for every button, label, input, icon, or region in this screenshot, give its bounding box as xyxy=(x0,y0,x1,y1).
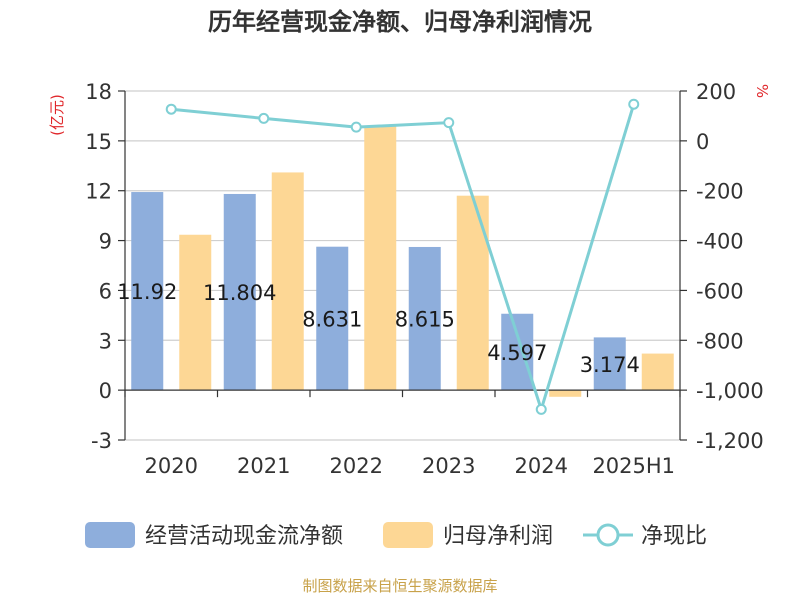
ratio-point xyxy=(443,117,455,129)
y-tick-label: -3 xyxy=(91,429,112,453)
bar-cashflow xyxy=(501,313,534,391)
y-tick-label: 12 xyxy=(85,180,112,204)
y-tick-label: 3 xyxy=(99,329,112,353)
data-label: 3.174 xyxy=(580,353,640,377)
y-tick-label: 9 xyxy=(99,230,112,254)
bar-cashflow xyxy=(593,337,626,391)
y2-tick-label: -400 xyxy=(696,230,744,254)
y2-tick-label: -200 xyxy=(696,180,744,204)
data-label: 8.631 xyxy=(302,307,362,331)
ratio-point xyxy=(628,98,640,110)
ratio-point xyxy=(258,112,270,124)
ratio-point xyxy=(165,103,177,115)
bar-cashflow xyxy=(223,193,256,391)
y-tick-label: 0 xyxy=(99,379,112,403)
ratio-point xyxy=(535,403,547,415)
legend-swatch-profit xyxy=(383,522,433,548)
legend-label-ratio: 净现比 xyxy=(641,524,707,549)
axes: 18 200 15 0 12 -200 9 -400 6 -600 3 -800 0 -1,000 -3 -1… xyxy=(85,80,763,478)
x-tick-label: 2022 xyxy=(330,454,383,478)
source-note: 制图数据来自恒生聚源数据库 xyxy=(302,577,497,595)
legend-marker-ratio xyxy=(596,523,620,547)
data-labels: 11.92 11.804 8.631 8.615 4.597 3.174 xyxy=(117,280,640,377)
x-tick-label: 2025H1 xyxy=(592,454,675,478)
x-tick-label: 2024 xyxy=(515,454,568,478)
chart-title: 历年经营现金净额、归母净利润情况 xyxy=(208,8,592,36)
legend-item-profit[interactable]: 归母净利润 xyxy=(383,522,553,549)
data-label: 11.92 xyxy=(117,280,177,304)
y-axis-label: (亿元) xyxy=(48,94,66,136)
bars xyxy=(131,125,674,397)
gridlines xyxy=(125,90,680,441)
ratio-point xyxy=(350,121,362,133)
bar-profit xyxy=(456,195,489,391)
bar-profit xyxy=(641,353,674,391)
bar-profit xyxy=(549,390,582,397)
data-label: 4.597 xyxy=(487,341,547,365)
legend: 经营活动现金流净额 归母净利润 净现比 xyxy=(85,522,707,549)
bar-profit xyxy=(271,172,304,391)
y-tick-label: 6 xyxy=(99,279,112,303)
ratio-line xyxy=(165,98,640,415)
legend-item-cashflow[interactable]: 经营活动现金流净额 xyxy=(85,522,343,549)
bar-profit xyxy=(364,125,397,391)
data-label: 11.804 xyxy=(203,281,276,305)
legend-swatch-cashflow xyxy=(85,522,135,548)
x-tick-label: 2020 xyxy=(145,454,198,478)
y-tick-label: 18 xyxy=(85,80,112,104)
data-label: 8.615 xyxy=(395,308,455,332)
y-tick-label: 15 xyxy=(85,130,112,154)
ratio-polyline xyxy=(171,103,636,415)
y2-tick-label: -1,000 xyxy=(696,379,764,403)
legend-label-profit: 归母净利润 xyxy=(443,524,553,549)
bar-profit xyxy=(179,234,212,391)
bar-cashflow xyxy=(408,246,441,391)
x-tick-label: 2021 xyxy=(237,454,290,478)
y2-tick-label: 200 xyxy=(696,80,736,104)
legend-item-ratio[interactable]: 净现比 xyxy=(583,523,707,549)
y2-tick-label: -600 xyxy=(696,279,744,303)
y2-axis-label: % xyxy=(753,84,771,98)
y2-tick-label: -1,200 xyxy=(696,429,764,453)
y2-tick-label: 0 xyxy=(696,130,709,154)
bar-cashflow xyxy=(316,246,349,391)
bar-cashflow xyxy=(131,192,164,391)
x-tick-label: 2023 xyxy=(422,454,475,478)
y2-tick-label: -800 xyxy=(696,329,744,353)
legend-label-cashflow: 经营活动现金流净额 xyxy=(145,524,343,549)
